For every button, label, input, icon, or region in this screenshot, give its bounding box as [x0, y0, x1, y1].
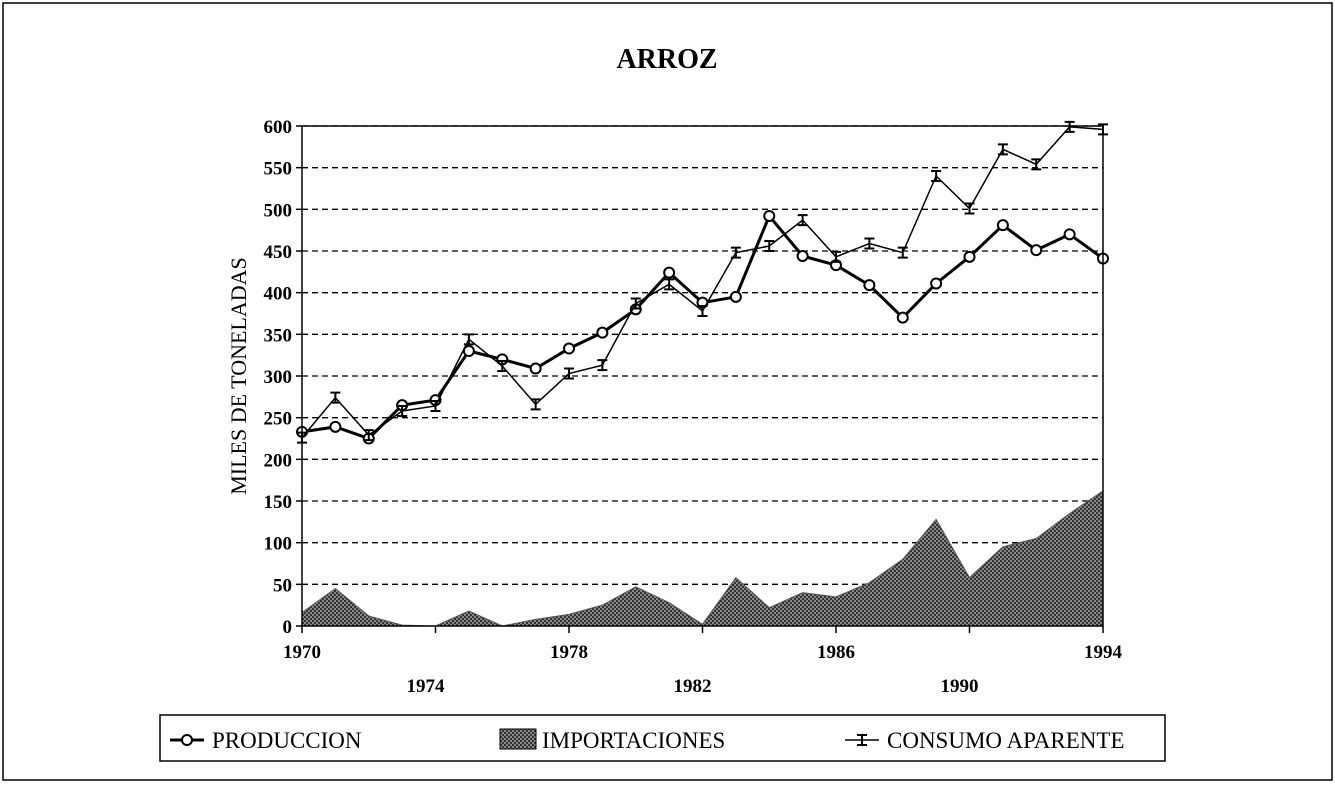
- x-tick-label: 1970: [283, 642, 321, 663]
- point: [497, 360, 508, 372]
- y-tick-label: 0: [283, 617, 293, 638]
- plot-border: [301, 125, 1104, 627]
- point: [964, 202, 975, 215]
- x-tick-label: 1986: [817, 642, 855, 663]
- y-tick-label: 150: [264, 492, 293, 513]
- legend-swatch: [499, 728, 537, 750]
- y-tick-label: 200: [264, 450, 293, 471]
- point: [330, 391, 341, 404]
- point: [931, 170, 942, 182]
- x-tick-label: 1978: [550, 642, 588, 663]
- y-tick-label: 350: [264, 325, 293, 346]
- legend-label: IMPORTACIONES: [542, 728, 725, 753]
- y-tick-label: 50: [273, 575, 292, 596]
- y-axis-label: MILES DE TONELADAS: [226, 257, 251, 495]
- x-tick-label: 1974: [407, 676, 446, 697]
- x-tick-label: 1990: [941, 676, 979, 697]
- y-tick-label: 500: [264, 200, 293, 221]
- legend-marker: [181, 734, 193, 746]
- chart-title: ARROZ: [616, 44, 717, 75]
- point: [663, 266, 676, 279]
- legend: [159, 714, 1166, 762]
- legend-label: CONSUMO APARENTE: [887, 728, 1125, 753]
- line: [301, 126, 1104, 439]
- point: [697, 305, 708, 317]
- point: [996, 219, 1009, 232]
- point: [831, 250, 841, 263]
- legend-label: PRODUCCION: [212, 728, 362, 753]
- y-tick-label: 400: [264, 284, 293, 305]
- point: [963, 250, 976, 263]
- legend-marker: [857, 734, 867, 746]
- point: [529, 362, 542, 375]
- point: [329, 420, 342, 433]
- y-tick-label: 600: [264, 117, 293, 138]
- point: [462, 345, 475, 357]
- point: [596, 326, 609, 339]
- point: [363, 429, 374, 442]
- point: [597, 359, 608, 372]
- y-tick-label: 550: [264, 159, 293, 180]
- point: [930, 277, 943, 290]
- y-tick-label: 300: [264, 367, 293, 388]
- area: [301, 490, 1104, 627]
- point: [997, 143, 1008, 156]
- point: [1031, 158, 1042, 171]
- point: [864, 237, 875, 250]
- point: [664, 278, 675, 291]
- point: [764, 240, 775, 252]
- x-tick-label: 1982: [674, 676, 712, 697]
- y-tick-label: 450: [264, 242, 293, 263]
- point: [797, 214, 808, 227]
- point: [397, 405, 408, 417]
- x-tick-label: 1994: [1084, 642, 1123, 663]
- line: [301, 213, 1104, 441]
- point: [564, 367, 574, 380]
- point: [763, 210, 776, 222]
- point: [1063, 228, 1076, 241]
- point: [729, 290, 742, 303]
- y-tick-label: 250: [264, 409, 293, 430]
- point: [563, 342, 575, 355]
- point: [730, 246, 741, 259]
- point: [863, 279, 876, 292]
- point: [897, 246, 908, 259]
- y-tick-label: 100: [264, 534, 293, 555]
- point: [630, 297, 641, 310]
- point: [1064, 120, 1075, 133]
- point: [796, 250, 809, 262]
- point: [530, 398, 541, 411]
- point: [1030, 244, 1043, 257]
- point: [463, 333, 474, 346]
- point: [896, 311, 909, 324]
- point: [430, 400, 441, 412]
